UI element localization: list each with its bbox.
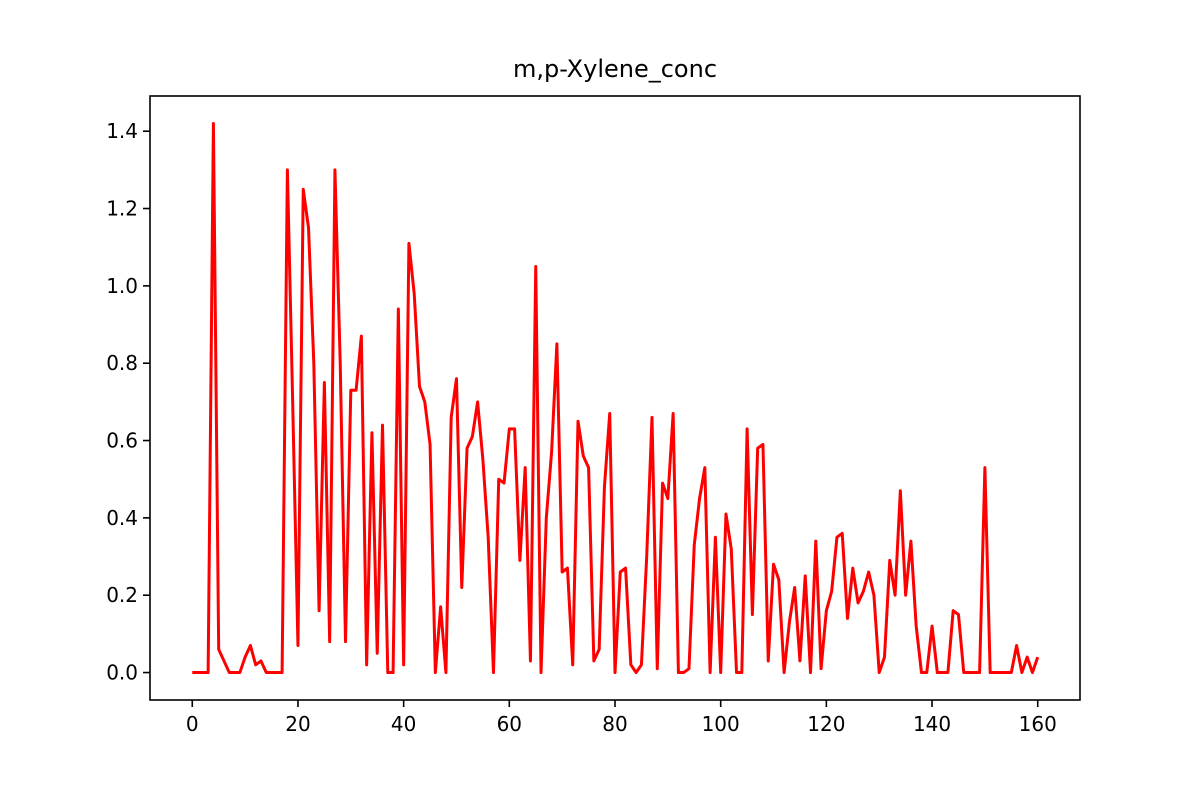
series-layer xyxy=(192,121,1040,675)
x-tick-label: 20 xyxy=(285,712,310,736)
x-tick-label: 140 xyxy=(913,712,951,736)
y-tick-label: 1.0 xyxy=(106,274,138,298)
plot-area-frame xyxy=(149,95,1081,701)
x-tick-label: 160 xyxy=(1019,712,1057,736)
chart-title: m,p-Xylene_conc xyxy=(513,55,717,83)
x-tick-label: 40 xyxy=(391,712,416,736)
x-tick-label: 120 xyxy=(807,712,845,736)
y-tick-label: 1.4 xyxy=(106,119,138,143)
y-tick-label: 0.2 xyxy=(106,583,138,607)
y-tick-label: 0.8 xyxy=(106,351,138,375)
axis-ticks: 0 20 40 60 80 100 120 140 160 0.0 0.2 0.4 0.6 0.8 1.0 1… xyxy=(106,119,1057,736)
y-tick-label: 0.6 xyxy=(106,429,138,453)
x-tick-label: 100 xyxy=(702,712,740,736)
y-tick-label: 0.0 xyxy=(106,661,138,685)
x-tick-label: 60 xyxy=(497,712,522,736)
x-tick-label: 0 xyxy=(186,712,199,736)
y-tick-label: 1.2 xyxy=(106,197,138,221)
series-line xyxy=(192,121,1040,675)
y-tick-label: 0.4 xyxy=(106,506,138,530)
x-tick-label: 80 xyxy=(602,712,627,736)
